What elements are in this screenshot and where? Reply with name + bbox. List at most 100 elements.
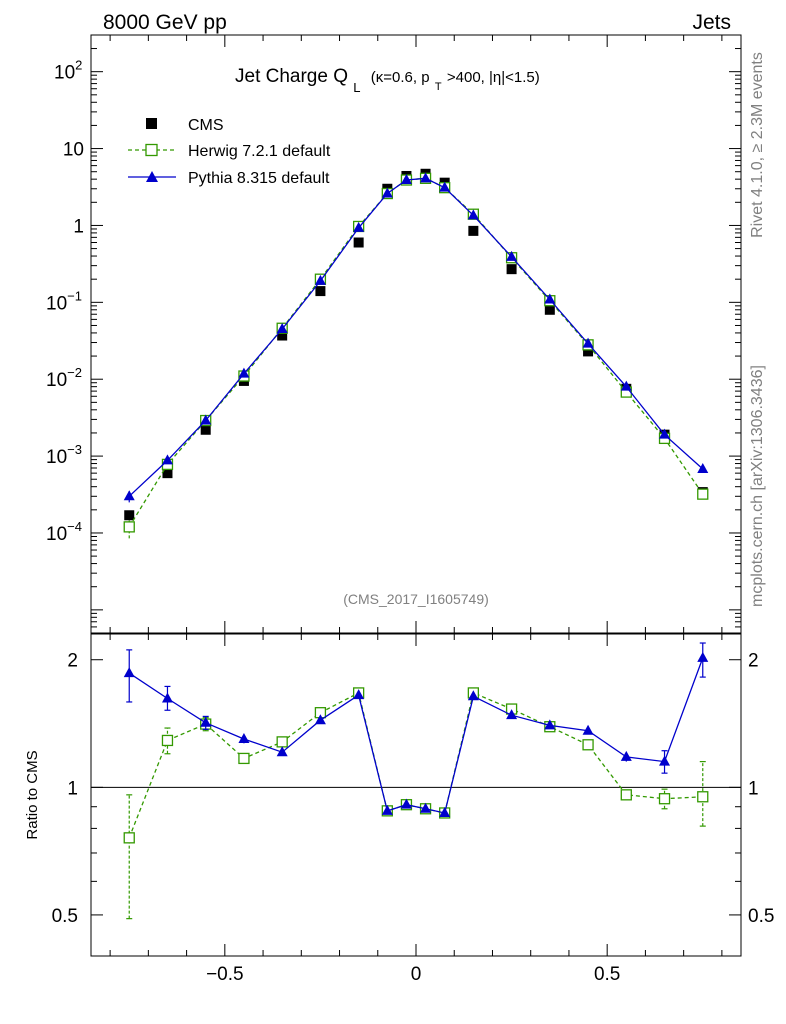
main-point — [420, 172, 432, 183]
main-point — [314, 274, 326, 285]
ratio-point — [161, 692, 173, 703]
main-point — [582, 337, 594, 348]
analysis-watermark: (CMS_2017_I1605749) — [343, 591, 489, 607]
ratio-point — [238, 733, 250, 744]
main-point — [697, 462, 709, 473]
legend-herwig-marker — [145, 143, 158, 157]
ytick-exp: 2 — [75, 58, 82, 73]
main-point — [161, 454, 173, 465]
main-point — [468, 225, 479, 236]
main-ytick-label: 10 — [63, 140, 84, 161]
ratio-point — [544, 719, 556, 730]
ytick-base: 10 — [46, 293, 67, 314]
ytick-base: 10 — [54, 63, 75, 84]
main-point — [200, 424, 211, 435]
main-point — [506, 250, 518, 261]
ratio-point — [314, 714, 326, 725]
ytick-base: 1 — [73, 216, 84, 237]
ratio-point — [620, 750, 632, 761]
ratio-point — [658, 793, 671, 805]
main-point — [400, 174, 412, 185]
legend-herwig-label: Herwig 7.2.1 default — [188, 143, 331, 160]
ratio-point — [620, 789, 632, 801]
xtick-label: −0.5 — [206, 964, 244, 985]
ratio-point — [123, 667, 135, 678]
title-p1: (κ=0.6, p — [371, 69, 430, 86]
ratio-series-0-line — [128, 691, 703, 839]
ratio-ytick-label: 2 — [67, 651, 78, 672]
ratio-point — [276, 746, 288, 757]
title-sub-l: L — [353, 80, 360, 95]
ratio-point — [582, 724, 594, 735]
main-point — [200, 414, 212, 425]
main-point — [353, 237, 364, 248]
ratio-point — [161, 734, 174, 747]
ratio-point — [381, 804, 393, 815]
main-point — [162, 468, 173, 479]
ratio-point — [123, 832, 135, 844]
ytick-base: 10 — [63, 140, 84, 161]
ratio-frame — [90, 633, 742, 957]
main-point — [276, 322, 288, 333]
ratio-point — [238, 752, 250, 765]
ytick-base: 10 — [46, 524, 67, 545]
ratio-y-tick-labels-right: 0.5 1 2 — [748, 651, 774, 927]
main-point — [506, 264, 517, 275]
main-series-1-line — [128, 177, 704, 528]
ratio-point — [200, 716, 212, 727]
xtick-label: 0 — [411, 964, 422, 985]
main-point — [659, 428, 671, 439]
rivet-label: Rivet 4.1.0, ≥ 2.3M events — [749, 52, 766, 238]
ytick-base: 10 — [46, 370, 67, 391]
main-ytick-label: 10−2 — [46, 365, 82, 391]
main-point — [123, 521, 135, 533]
main-point — [583, 346, 594, 357]
title-sub-t: T — [435, 81, 442, 93]
title-p2: >400, |η|<1.5) — [447, 69, 540, 86]
ytick-exp: −1 — [67, 288, 82, 303]
ratio-ylabel: Ratio to CMS — [24, 750, 41, 839]
main-point — [238, 367, 250, 378]
ratio-ytick-label: 0.5 — [52, 906, 78, 927]
ratio-ytick-label: 1 — [67, 778, 78, 799]
legend-cms-marker — [146, 118, 157, 129]
main-point — [544, 293, 556, 304]
ratio-point — [353, 689, 365, 700]
main-point — [315, 286, 326, 297]
main-axis-ticks — [91, 34, 741, 633]
ytick-exp: −3 — [67, 442, 82, 457]
main-point — [277, 330, 288, 341]
mcplots-label: mcplots.cern.ch [arXiv:1306.3436] — [749, 365, 766, 607]
legend-pythia-marker — [146, 171, 158, 182]
ratio-point — [439, 806, 451, 817]
main-ytick-label: 1 — [73, 216, 84, 237]
main-ytick-label: 10−3 — [46, 442, 82, 468]
ytick-base: 10 — [46, 447, 67, 468]
ratio-ytick-label-right: 0.5 — [748, 906, 774, 927]
main-point — [123, 490, 135, 501]
main-point — [467, 209, 479, 220]
ratio-point — [506, 709, 518, 720]
ratio-axis-ticks — [91, 634, 741, 957]
xtick-label: 0.5 — [594, 964, 620, 985]
main-ytick-label: 102 — [54, 58, 82, 84]
ratio-series-1-line — [128, 657, 704, 814]
main-series-2-line — [128, 177, 704, 497]
ytick-exp: −4 — [67, 519, 82, 534]
ratio-point — [659, 755, 671, 766]
main-series-group — [123, 168, 709, 539]
ytick-exp: −2 — [67, 365, 82, 380]
legend-cms-label: CMS — [188, 117, 224, 134]
ratio-point — [582, 739, 594, 751]
legend: CMS Herwig 7.2.1 default Pythia 8.315 de… — [128, 117, 331, 187]
main-ytick-label: 10−4 — [46, 519, 82, 545]
ratio-y-tick-labels: 0.5 1 2 — [52, 651, 78, 927]
main-point — [353, 221, 365, 232]
ratio-point — [697, 791, 709, 803]
main-point — [439, 181, 451, 192]
ratio-point — [697, 651, 709, 662]
ratio-point — [400, 798, 412, 809]
main-point — [381, 187, 393, 198]
